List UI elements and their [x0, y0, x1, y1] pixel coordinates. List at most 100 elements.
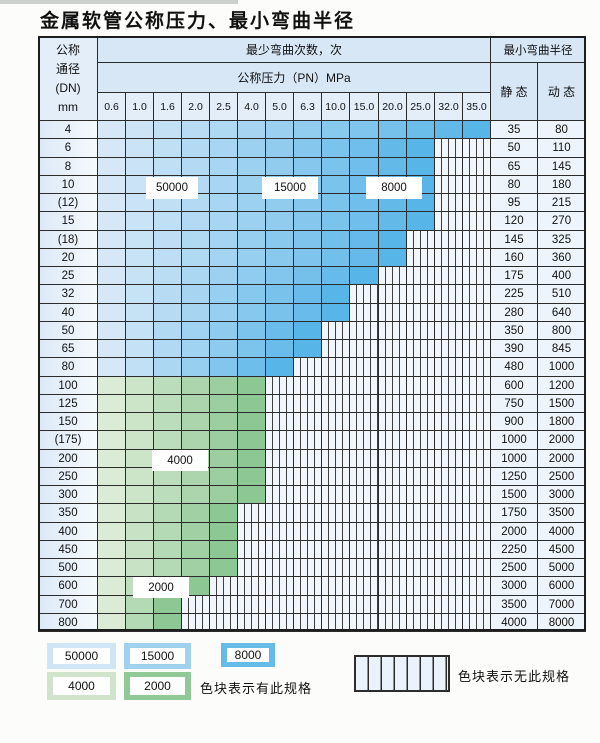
no-spec-cell: [406, 467, 435, 486]
no-spec-cell: [434, 266, 463, 285]
no-spec-cell: [434, 558, 463, 577]
spec-cell: [153, 157, 182, 176]
no-spec-cell: [434, 376, 463, 395]
dynamic-radius-cell: 845: [537, 339, 586, 358]
spec-cell: [349, 120, 379, 139]
legend-block-label: 8000: [227, 648, 269, 662]
spec-cell: [209, 211, 238, 231]
pressure-col-header-15.0: 15.0: [349, 92, 379, 121]
no-spec-cell: [349, 467, 379, 486]
spec-cell: [181, 376, 210, 395]
no-spec-cell: [462, 558, 491, 577]
pressure-col-header-20.0: 20.0: [378, 92, 407, 121]
spec-cell: [153, 266, 182, 285]
static-radius-cell: 480: [490, 357, 538, 377]
legend-block-label: 50000: [53, 648, 110, 664]
static-radius-cell: 95: [490, 193, 538, 212]
static-radius-cell: 350: [490, 321, 538, 340]
spec-cell: [97, 558, 126, 577]
spec-cell: [153, 558, 182, 577]
no-spec-cell: [209, 613, 238, 632]
spec-cell: [237, 394, 266, 413]
static-radius-cell: 1750: [490, 503, 538, 523]
no-spec-cell: [293, 613, 322, 632]
spec-cell: [209, 467, 238, 486]
no-spec-cell: [293, 540, 322, 559]
pressure-col-header-5.0: 5.0: [265, 92, 294, 121]
spec-cell: [181, 120, 210, 139]
no-spec-cell: [378, 339, 407, 358]
no-spec-cell: [378, 303, 407, 322]
no-spec-cell: [406, 540, 435, 559]
dn-cell: 8: [38, 157, 98, 176]
no-spec-cell: [406, 394, 435, 413]
dn-cell: 300: [38, 485, 98, 504]
no-spec-cell: [321, 339, 350, 358]
dn-header-line: 公称: [55, 42, 80, 57]
no-spec-cell: [406, 357, 435, 377]
no-spec-cell: [406, 339, 435, 358]
no-spec-cell: [349, 485, 379, 504]
spec-cell: [209, 540, 238, 559]
no-spec-cell: [293, 467, 322, 486]
static-radius-cell: 4000: [490, 613, 538, 632]
no-spec-cell: [378, 266, 407, 285]
spec-cell: [209, 485, 238, 504]
dn-cell: 100: [38, 376, 98, 395]
no-spec-cell: [462, 467, 491, 486]
no-spec-cell: [462, 522, 491, 541]
no-spec-cell: [349, 357, 379, 377]
no-spec-cell: [237, 576, 266, 596]
static-radius-cell: 2500: [490, 558, 538, 577]
dynamic-radius-cell: 4500: [537, 540, 586, 559]
no-spec-cell: [265, 522, 294, 541]
static-radius-cell: 900: [490, 412, 538, 431]
no-spec-cell: [378, 449, 407, 468]
dynamic-radius-cell: 5000: [537, 558, 586, 577]
spec-cell: [181, 284, 210, 304]
spec-cell: [265, 357, 294, 377]
no-spec-cell: [406, 412, 435, 431]
no-spec-cell: [462, 339, 491, 358]
spec-cell: [153, 230, 182, 249]
no-spec-cell: [434, 613, 463, 632]
spec-cell: [209, 303, 238, 322]
no-spec-cell: [265, 376, 294, 395]
no-spec-cell: [378, 540, 407, 559]
no-spec-cell: [349, 303, 379, 322]
spec-cell: [378, 230, 407, 249]
dn-cell: 20: [38, 248, 98, 267]
no-spec-cell: [265, 503, 294, 523]
no-spec-cell: [434, 175, 463, 194]
static-radius-cell: 3500: [490, 595, 538, 614]
zone-label-4000: 4000: [152, 450, 208, 471]
zone-label-8000: 8000: [366, 177, 422, 199]
static-radius-cell: 2000: [490, 522, 538, 541]
spec-cell: [181, 394, 210, 413]
spec-cell: [237, 430, 266, 450]
spec-cell: [349, 138, 379, 158]
spec-cell: [125, 321, 154, 340]
dynamic-radius-cell: 3000: [537, 485, 586, 504]
no-spec-cell: [293, 485, 322, 504]
spec-cell: [153, 357, 182, 377]
spec-cell: [153, 394, 182, 413]
spec-cell: [125, 211, 154, 231]
no-spec-cell: [237, 522, 266, 541]
spec-cell: [237, 339, 266, 358]
no-spec-cell: [349, 430, 379, 450]
no-spec-cell: [349, 576, 379, 596]
no-spec-cell: [349, 522, 379, 541]
no-spec-cell: [321, 430, 350, 450]
no-spec-cell: [349, 595, 379, 614]
dn-cell: 4: [38, 120, 98, 139]
spec-cell: [153, 339, 182, 358]
dynamic-radius-cell: 3500: [537, 503, 586, 523]
spec-cell: [293, 339, 322, 358]
no-spec-cell: [293, 412, 322, 431]
no-spec-cell: [434, 485, 463, 504]
spec-cell: [153, 503, 182, 523]
spec-cell: [181, 430, 210, 450]
dynamic-radius-cell: 215: [537, 193, 586, 212]
spec-cell: [97, 613, 126, 632]
